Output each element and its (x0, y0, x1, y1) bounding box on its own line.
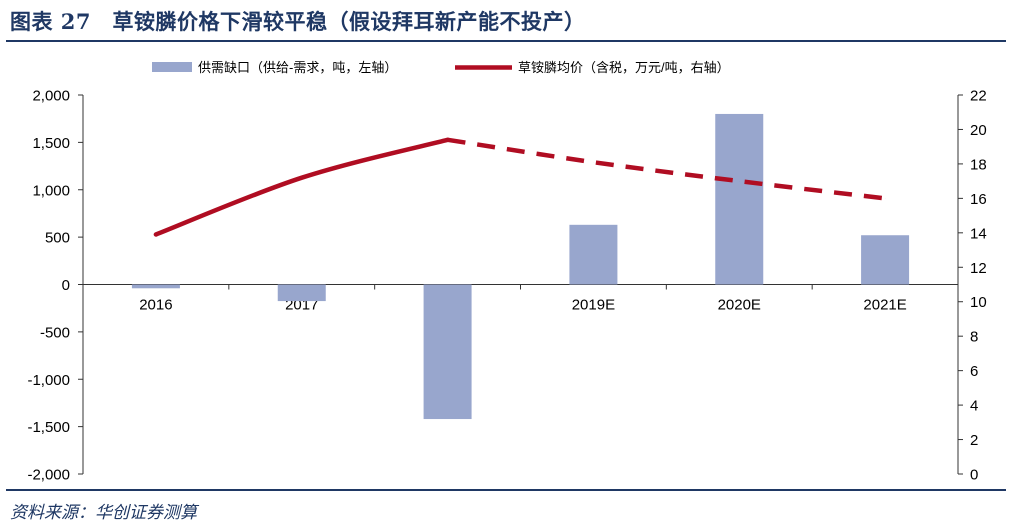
bar-2020E (715, 113, 764, 285)
price-line (153, 137, 886, 237)
bar-2021E (861, 235, 910, 285)
left-tick-label: 1,000 (32, 182, 70, 199)
left-tick-label: -1,000 (27, 372, 70, 389)
right-tick-label: 4 (970, 398, 978, 415)
legend-line-label: 草铵膦均价（含税，万元/吨，右轴） (518, 60, 730, 75)
legend-bar-label: 供需缺口（供给-需求，吨，左轴） (198, 60, 397, 75)
price-line-forecast (447, 137, 886, 201)
right-tick-label: 6 (970, 363, 978, 380)
category-label: 2019E (572, 297, 615, 314)
category-label: 2021E (863, 297, 906, 314)
left-tick-label: 1,500 (32, 135, 70, 152)
right-tick-label: 14 (970, 225, 987, 242)
legend: 供需缺口（供给-需求，吨，左轴） 草铵膦均价（含税，万元/吨，右轴） (152, 60, 730, 75)
right-tick-label: 18 (970, 156, 987, 173)
legend-bar-swatch (152, 62, 192, 72)
right-tick-label: 22 (970, 88, 987, 105)
right-tick-label: 2 (970, 432, 978, 449)
category-label: 2020E (718, 297, 761, 314)
price-line-actual (153, 137, 450, 237)
right-tick-label: 10 (970, 294, 987, 311)
right-tick-label: 12 (970, 260, 987, 277)
axes: -2,000 -1,500 -1,000 -500 0 500 1,000 1,500 2,00… (27, 88, 986, 484)
title-rule (6, 40, 1006, 42)
left-tick-label: -1,500 (27, 419, 70, 436)
left-tick-label: 500 (45, 230, 70, 247)
category-label: 2016 (139, 297, 172, 314)
left-tick-label: 0 (62, 277, 70, 294)
bar-2018E (423, 284, 472, 420)
right-tick-label: 20 (970, 122, 987, 139)
right-tick-label: 8 (970, 329, 978, 346)
bar-2017 (277, 284, 326, 302)
bars (131, 113, 910, 420)
left-tick-label: -2,000 (27, 467, 70, 484)
left-tick-label: -500 (40, 324, 70, 341)
source-rule (6, 489, 1006, 491)
source-note: 资料来源：华创证券测算 (10, 503, 197, 523)
figure-title: 图表 27 草铵膦价格下滑较平稳（假设拜耳新产能不投产） (10, 9, 586, 34)
left-tick-label: 2,000 (32, 88, 70, 105)
right-tick-label: 0 (970, 467, 978, 484)
right-tick-label: 16 (970, 191, 987, 208)
bar-2016 (131, 284, 180, 289)
bar-2019E (569, 224, 618, 285)
